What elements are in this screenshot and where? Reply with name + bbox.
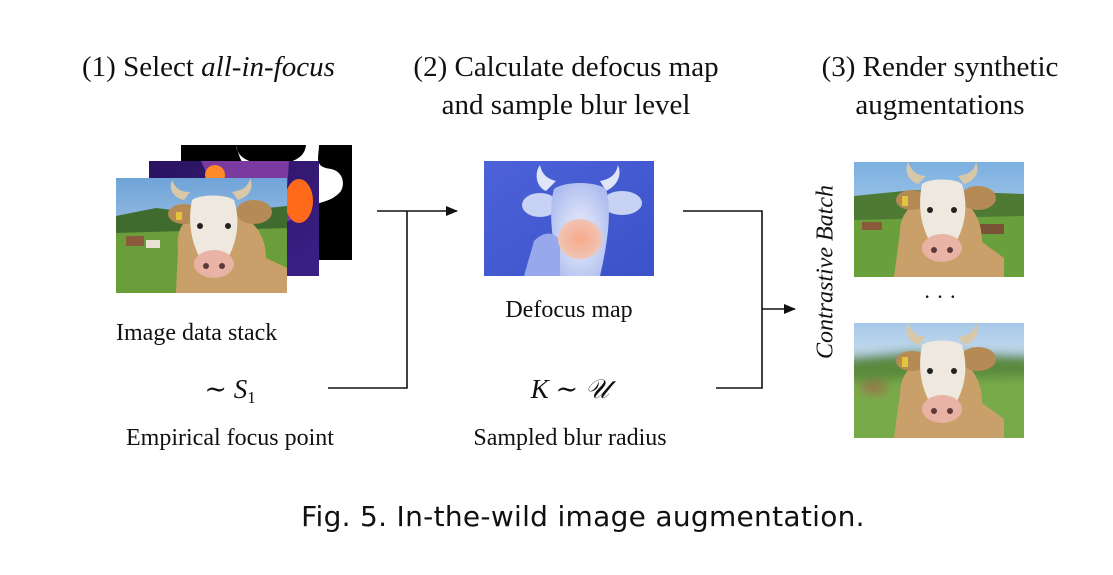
focus-point-connector bbox=[328, 211, 408, 389]
step2-line2: and sample blur level bbox=[441, 89, 691, 121]
k-symbol: K bbox=[530, 374, 549, 404]
blur-radius-formula: K ∼ 𝒰 bbox=[520, 374, 620, 406]
empirical-focus-point-label: Empirical focus point bbox=[126, 425, 334, 451]
step1-emphasis: all-in-focus bbox=[201, 51, 335, 83]
cow-photo bbox=[116, 178, 287, 293]
step3-heading: (3) Render synthetic augmentations bbox=[800, 48, 1080, 124]
augmented-cow-blurred bbox=[854, 323, 1024, 438]
s-symbol: S bbox=[233, 374, 248, 404]
augmented-cow-sharp bbox=[854, 162, 1024, 277]
defocus-map-connector bbox=[683, 210, 763, 389]
step1-heading: (1) Select all-in-focus bbox=[82, 48, 335, 86]
step3-line2: augmentations bbox=[855, 89, 1025, 121]
step2-heading: (2) Calculate defocus map and sample blu… bbox=[386, 48, 746, 124]
uniform-distribution-symbol: 𝒰 bbox=[584, 374, 610, 404]
tilde-symbol: ∼ bbox=[204, 374, 227, 404]
defocus-map-label: Defocus map bbox=[505, 297, 633, 323]
sampled-blur-radius-label: Sampled blur radius bbox=[473, 425, 667, 451]
defocus-map-image bbox=[484, 161, 654, 276]
ellipsis: · · · bbox=[923, 284, 957, 309]
step1-prefix: (1) Select bbox=[82, 51, 202, 83]
focus-point-formula: ∼ S1 bbox=[180, 374, 280, 408]
figure-caption: Fig. 5. In-the-wild image augmentation. bbox=[301, 500, 865, 533]
step3-line1: (3) Render synthetic bbox=[821, 51, 1059, 83]
image-data-stack-label: Image data stack bbox=[116, 320, 278, 346]
tilde-symbol-2: ∼ bbox=[555, 374, 579, 404]
s-subscript: 1 bbox=[247, 388, 256, 407]
step2-line1: (2) Calculate defocus map bbox=[413, 51, 719, 83]
